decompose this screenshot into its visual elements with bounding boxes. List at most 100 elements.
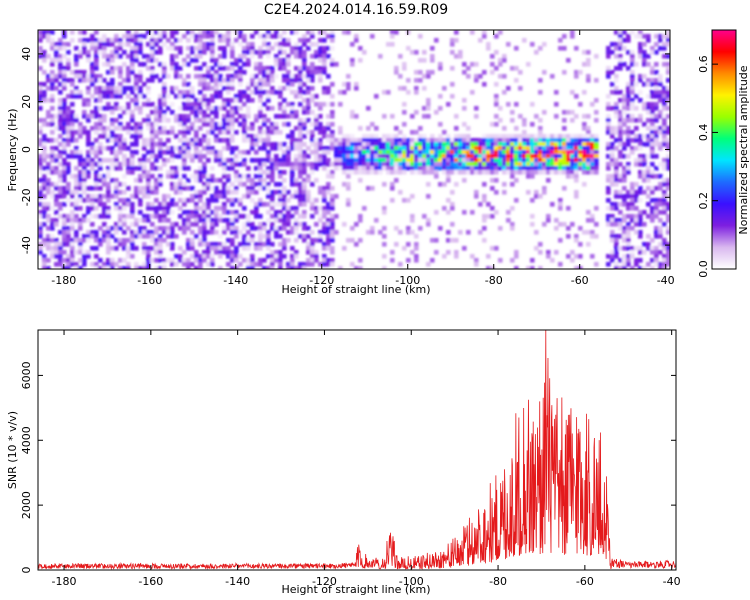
spectrogram-cell [114, 230, 119, 235]
spectrogram-cell [174, 62, 179, 67]
spectrogram-cell [242, 258, 247, 263]
spectrogram-cell [626, 114, 631, 119]
spectrogram-cell [306, 30, 311, 35]
spectrogram-cell [146, 122, 151, 127]
spectrogram-cell [78, 94, 83, 99]
spectrogram-cell [478, 138, 483, 143]
spectrogram-cell [170, 66, 175, 71]
spectrogram-cell [578, 70, 583, 75]
spectrogram-cell [454, 54, 459, 59]
spectrogram-cell [662, 254, 667, 259]
spectrogram-cell [254, 214, 259, 219]
spectrogram-cell [354, 146, 359, 151]
spectrogram-cell [586, 166, 591, 171]
spectrogram-cell [66, 62, 71, 67]
spectrogram-cell [410, 130, 415, 135]
spectrogram-cell [242, 90, 247, 95]
spectrogram-cell [202, 190, 207, 195]
y-tick-label: 2000 [20, 491, 33, 519]
spectrogram-cell [650, 118, 655, 123]
spectrogram-cell [322, 54, 327, 59]
spectrogram-cell [186, 54, 191, 59]
spectrogram-cell [430, 142, 435, 147]
spectrogram-cell [218, 158, 223, 163]
spectrogram-cell [614, 206, 619, 211]
spectrogram-cell [98, 214, 103, 219]
spectrogram-cell [554, 158, 559, 163]
spectrogram-cell [218, 74, 223, 79]
spectrogram-cell [302, 198, 307, 203]
spectrogram-cell [614, 106, 619, 111]
spectrogram-cell [38, 170, 43, 175]
spectrogram-cell [462, 122, 467, 127]
spectrogram-cell [38, 194, 43, 199]
spectrogram-cell [46, 122, 51, 127]
spectrogram-cell [114, 46, 119, 51]
spectrogram-cell [610, 50, 615, 55]
spectrogram-cell [290, 254, 295, 259]
spectrogram-cell [546, 178, 551, 183]
spectrogram-cell [578, 102, 583, 107]
spectrogram-x-axis: -180 -160 -140 -120 -100 -80 -60 -40 [51, 30, 675, 287]
spectrogram-cell [286, 70, 291, 75]
spectrogram-cell [282, 86, 287, 91]
spectrogram-cell [350, 134, 355, 139]
spectrogram-cell [658, 146, 663, 151]
spectrogram-cell [374, 170, 379, 175]
spectrogram-cell [454, 238, 459, 243]
spectrogram-cell [306, 246, 311, 251]
spectrogram-cell [74, 154, 79, 159]
spectrogram-cell [582, 166, 587, 171]
spectrogram-cell [246, 62, 251, 67]
spectrogram-cell [98, 98, 103, 103]
spectrogram-cell [62, 82, 67, 87]
spectrogram-cell [618, 134, 623, 139]
spectrogram-cell [54, 262, 59, 267]
spectrogram-cell [238, 58, 243, 63]
spectrogram-cell [210, 110, 215, 115]
spectrogram-cell [390, 170, 395, 175]
spectrogram-cell [110, 130, 115, 135]
spectrogram-cell [46, 34, 51, 39]
spectrogram-cell [574, 94, 579, 99]
spectrogram-cell [294, 46, 299, 51]
spectrogram-cell [42, 90, 47, 95]
spectrogram-cell [502, 58, 507, 63]
spectrogram-cell [650, 94, 655, 99]
spectrogram-cell [350, 226, 355, 231]
spectrogram-cell [258, 238, 263, 243]
spectrogram-cell [494, 178, 499, 183]
spectrogram-cell [486, 154, 491, 159]
spectrogram-cell [666, 158, 670, 163]
spectrogram-cell [322, 242, 327, 247]
spectrogram-cell [586, 170, 591, 175]
spectrogram-cell [578, 150, 583, 155]
spectrogram-cell [94, 86, 99, 91]
spectrogram-cell [530, 214, 535, 219]
spectrogram-cell [318, 30, 323, 35]
spectrogram-cell [182, 134, 187, 139]
spectrogram-cell [114, 178, 119, 183]
spectrogram-cell [414, 110, 419, 115]
spectrogram-cell [558, 166, 563, 171]
spectrogram-cell [298, 234, 303, 239]
spectrogram-cell [70, 90, 75, 95]
spectrogram-cell [282, 218, 287, 223]
spectrogram-cell [118, 222, 123, 227]
spectrogram-cell [46, 190, 51, 195]
spectrogram-cell [618, 30, 623, 35]
spectrogram-cell [314, 238, 319, 243]
spectrogram-cell [230, 78, 235, 83]
spectrogram-cell [574, 70, 579, 75]
spectrogram-cell [198, 46, 203, 51]
spectrogram-cell [198, 242, 203, 247]
spectrogram-cell [590, 166, 595, 171]
spectrogram-cell [62, 70, 67, 75]
spectrogram-cell [646, 166, 651, 171]
spectrogram-cell [122, 162, 127, 167]
spectrogram-cell [622, 98, 627, 103]
spectrogram-cell [38, 94, 43, 99]
spectrogram-cell [422, 106, 427, 111]
spectrogram-cell [294, 178, 299, 183]
spectrogram-cell [546, 146, 551, 151]
